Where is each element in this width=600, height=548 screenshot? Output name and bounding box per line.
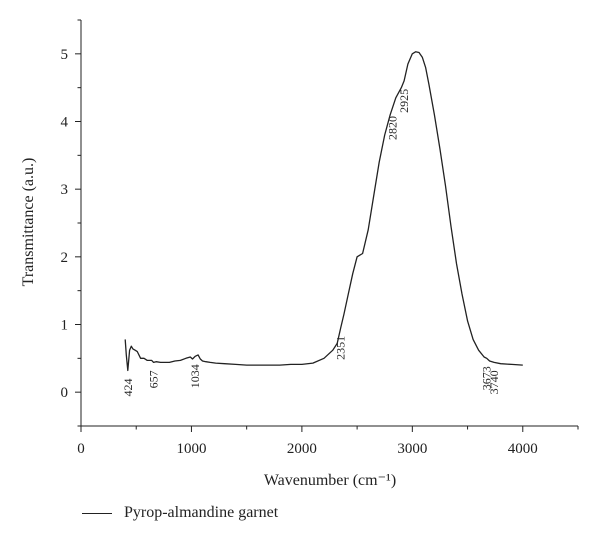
x-axis-label: Wavenumber (cm⁻¹) <box>264 472 396 489</box>
peak-label: 3740 <box>487 370 501 394</box>
y-axis-ticks: 0 1 2 3 4 5 <box>61 19 81 427</box>
x-tick-label: 3000 <box>397 441 427 457</box>
x-tick-label: 0 <box>77 441 85 457</box>
legend: Pyrop-almandine garnet <box>82 504 278 522</box>
y-tick-label: 4 <box>61 115 69 131</box>
x-tick-label: 4000 <box>508 441 538 457</box>
peak-label: 424 <box>121 379 135 397</box>
peak-label: 3673 <box>480 366 494 390</box>
x-tick-label: 2000 <box>287 441 317 457</box>
peak-label: 2351 <box>334 336 348 360</box>
y-tick-label: 2 <box>61 250 69 266</box>
legend-label: Pyrop-almandine garnet <box>124 504 279 521</box>
y-axis-label: Transmittance (a.u.) <box>20 158 37 287</box>
peak-label: 1034 <box>188 364 202 388</box>
peak-label: 2925 <box>397 89 411 113</box>
y-tick-label: 3 <box>61 182 69 198</box>
y-tick-label: 1 <box>61 318 69 334</box>
y-tick-label: 0 <box>61 385 69 401</box>
x-axis-ticks: 0 1000 2000 3000 4000 <box>77 426 579 457</box>
series-group <box>124 51 523 372</box>
peak-label: 2820 <box>386 116 400 140</box>
legend-line-swatch <box>82 512 112 514</box>
series-line <box>124 51 523 372</box>
peak-label: 657 <box>147 370 161 388</box>
y-tick-label: 5 <box>61 47 69 63</box>
x-tick-label: 1000 <box>176 441 206 457</box>
plot-frame <box>80 20 578 427</box>
